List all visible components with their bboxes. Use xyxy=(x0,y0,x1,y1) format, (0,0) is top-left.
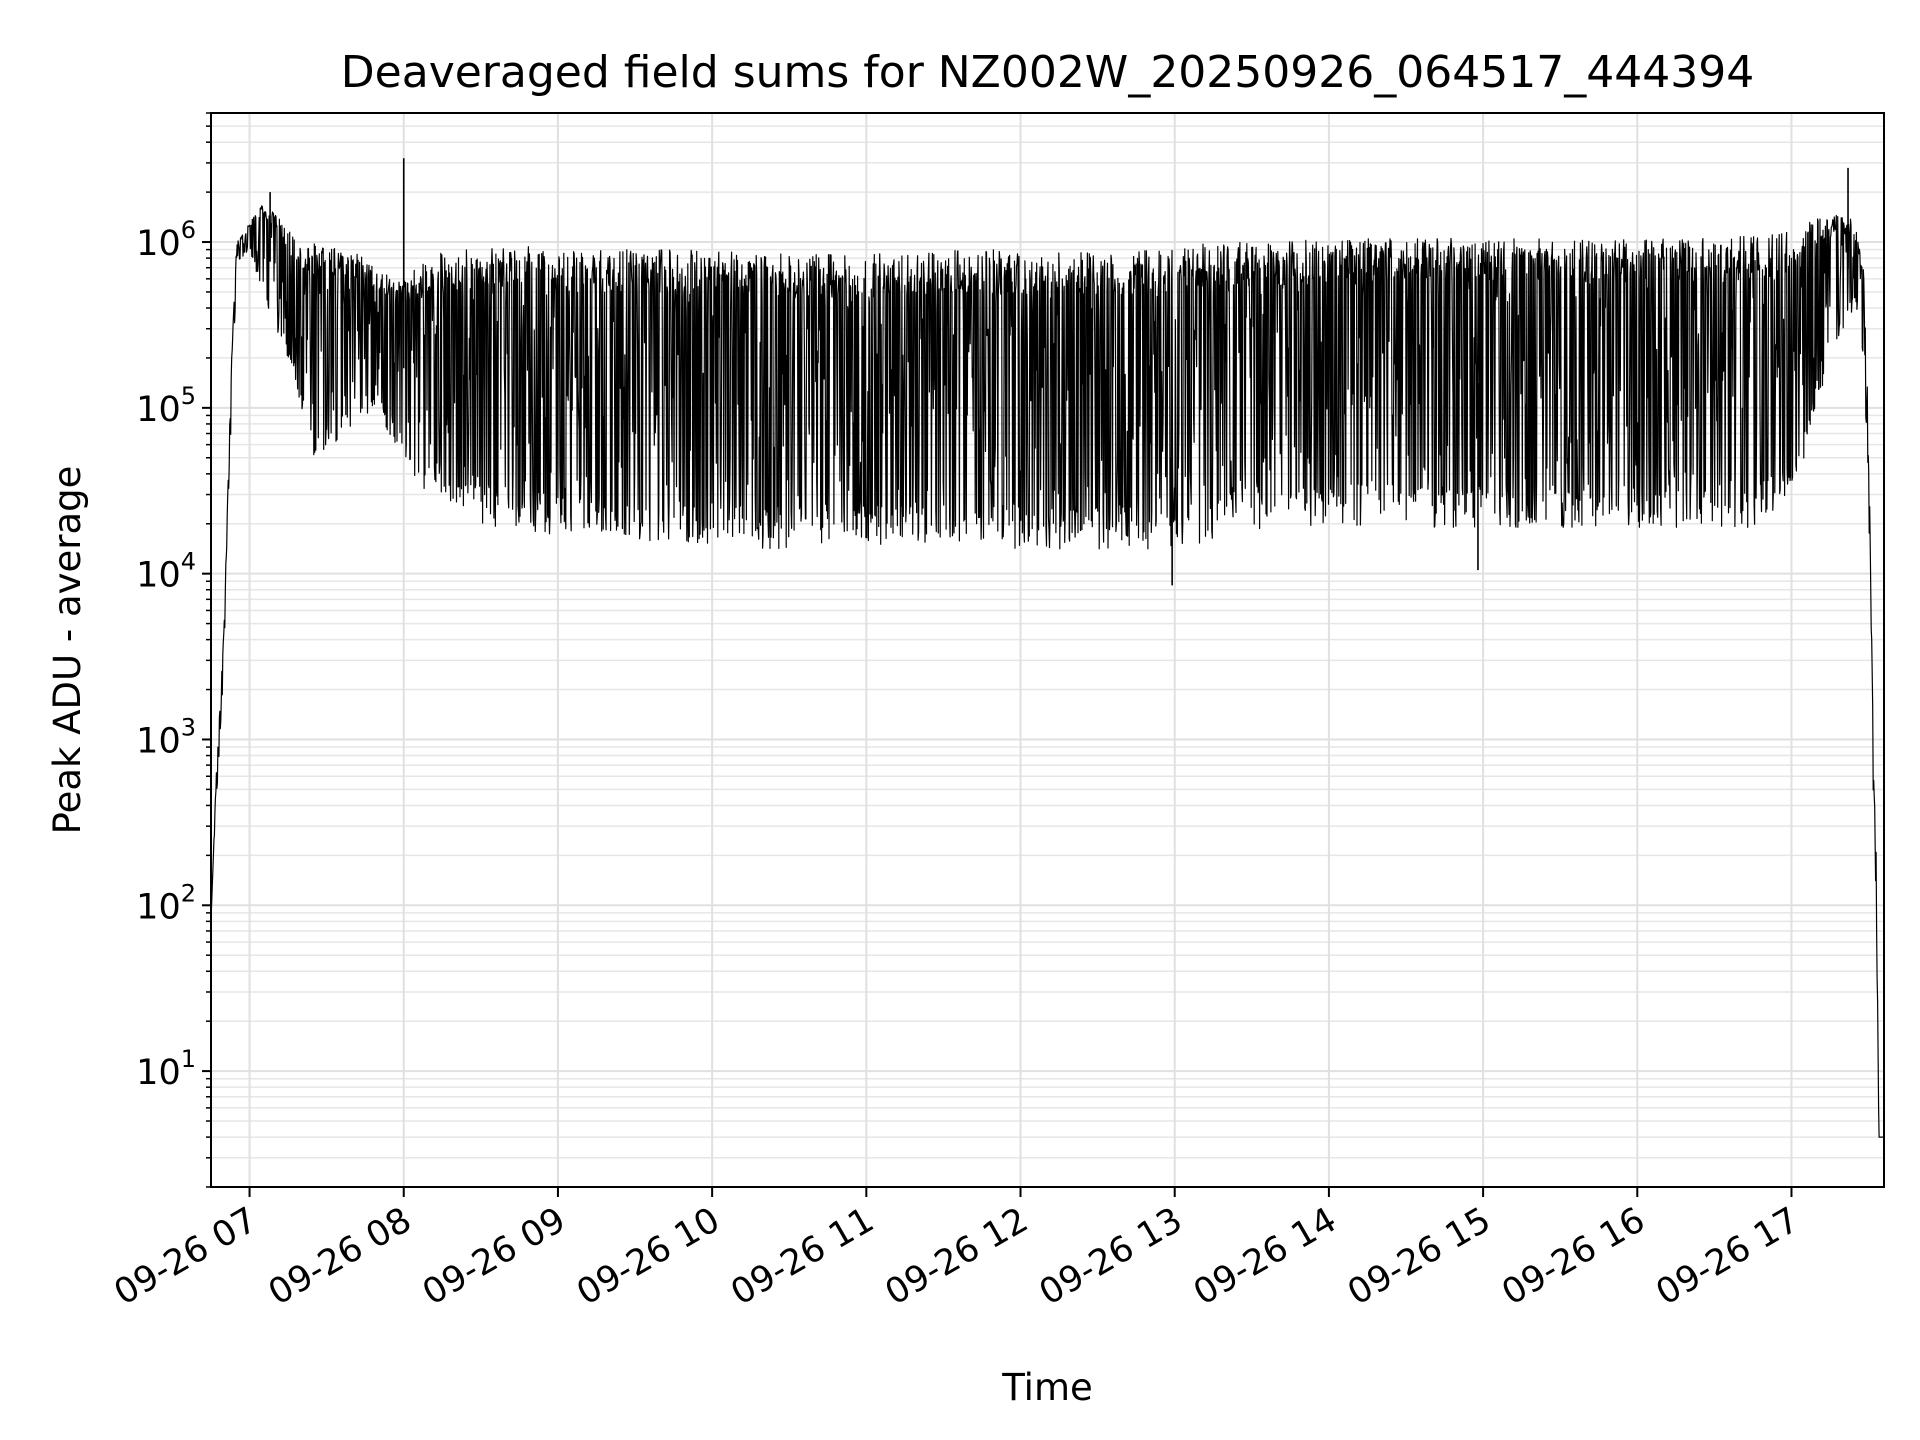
y-tick-label: 106 xyxy=(136,216,196,264)
y-tick-label: 102 xyxy=(136,879,196,927)
y-tick-label: 103 xyxy=(136,713,196,761)
y-tick-label-exponent: 4 xyxy=(181,548,196,576)
y-tick-label: 104 xyxy=(136,548,196,596)
y-tick-label-exponent: 1 xyxy=(181,1045,196,1073)
y-tick-label-exponent: 3 xyxy=(181,713,196,741)
y-tick-label-exponent: 5 xyxy=(181,382,196,410)
y-tick-label-exponent: 6 xyxy=(181,216,196,244)
y-tick-label-base: 10 xyxy=(136,390,181,430)
data-series xyxy=(210,158,1885,1138)
y-tick-label-exponent: 2 xyxy=(181,879,196,907)
y-tick-label: 101 xyxy=(136,1045,196,1093)
y-tick-label-base: 10 xyxy=(136,887,181,927)
y-tick-label-base: 10 xyxy=(136,556,181,596)
y-axis-title: Peak ADU - average xyxy=(46,466,89,835)
y-tick-label-base: 10 xyxy=(136,721,181,761)
x-axis-title: Time xyxy=(1001,1366,1093,1409)
y-tick-label-base: 10 xyxy=(136,224,181,264)
y-tick-label: 105 xyxy=(136,382,196,430)
plot-frame xyxy=(210,112,1885,1188)
series-line xyxy=(210,205,1885,1138)
y-tick-label-base: 10 xyxy=(136,1053,181,1093)
chart-title: Deaveraged field sums for NZ002W_2025092… xyxy=(341,47,1754,98)
